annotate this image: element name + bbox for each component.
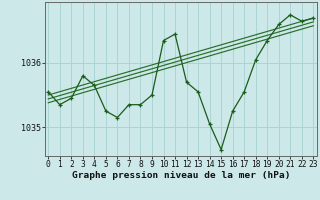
X-axis label: Graphe pression niveau de la mer (hPa): Graphe pression niveau de la mer (hPa) xyxy=(72,171,290,180)
